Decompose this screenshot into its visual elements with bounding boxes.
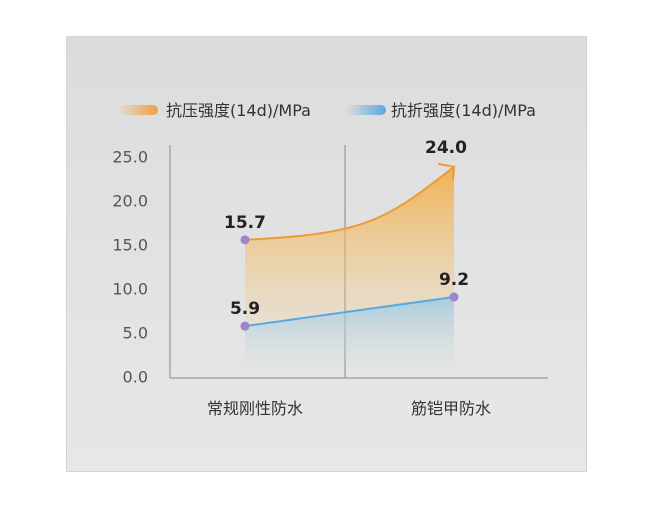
y-tick-label: 0.0 xyxy=(123,368,148,387)
series-area-flexural xyxy=(245,297,454,372)
y-tick-labels: 0.0 5.0 10.0 15.0 20.0 25.0 xyxy=(112,148,148,387)
legend-swatch-compressive xyxy=(118,105,158,115)
data-point-compressive-0 xyxy=(240,235,250,245)
data-point-flexural-0 xyxy=(240,321,250,331)
data-point-flexural-1 xyxy=(449,292,459,302)
series-line-compressive xyxy=(244,166,455,241)
data-label-flexural-0: 5.9 xyxy=(230,299,260,319)
y-tick-label: 15.0 xyxy=(112,236,148,255)
data-label-compressive-0: 15.7 xyxy=(224,213,266,233)
data-label-compressive-1: 24.0 xyxy=(425,138,467,158)
data-point-compressive-1 xyxy=(437,162,456,181)
legend: 抗压强度(14d)/MPa 抗折强度(14d)/MPa xyxy=(118,101,536,120)
x-category-label-conventional: 常规刚性防水 xyxy=(207,399,303,418)
data-points: 15.7 24.0 5.9 9.2 xyxy=(224,138,469,331)
data-label-flexural-1: 9.2 xyxy=(439,270,469,290)
legend-swatch-flexural xyxy=(346,105,386,115)
y-tick-label: 10.0 xyxy=(112,280,148,299)
legend-label-flexural: 抗折强度(14d)/MPa xyxy=(391,101,536,120)
series-line-flexural xyxy=(244,296,455,328)
y-tick-label: 20.0 xyxy=(112,192,148,211)
legend-label-compressive: 抗压强度(14d)/MPa xyxy=(166,101,311,120)
y-tick-label: 5.0 xyxy=(123,324,148,343)
x-category-label-armor: 筋铠甲防水 xyxy=(411,399,491,418)
y-tick-label: 25.0 xyxy=(112,148,148,167)
